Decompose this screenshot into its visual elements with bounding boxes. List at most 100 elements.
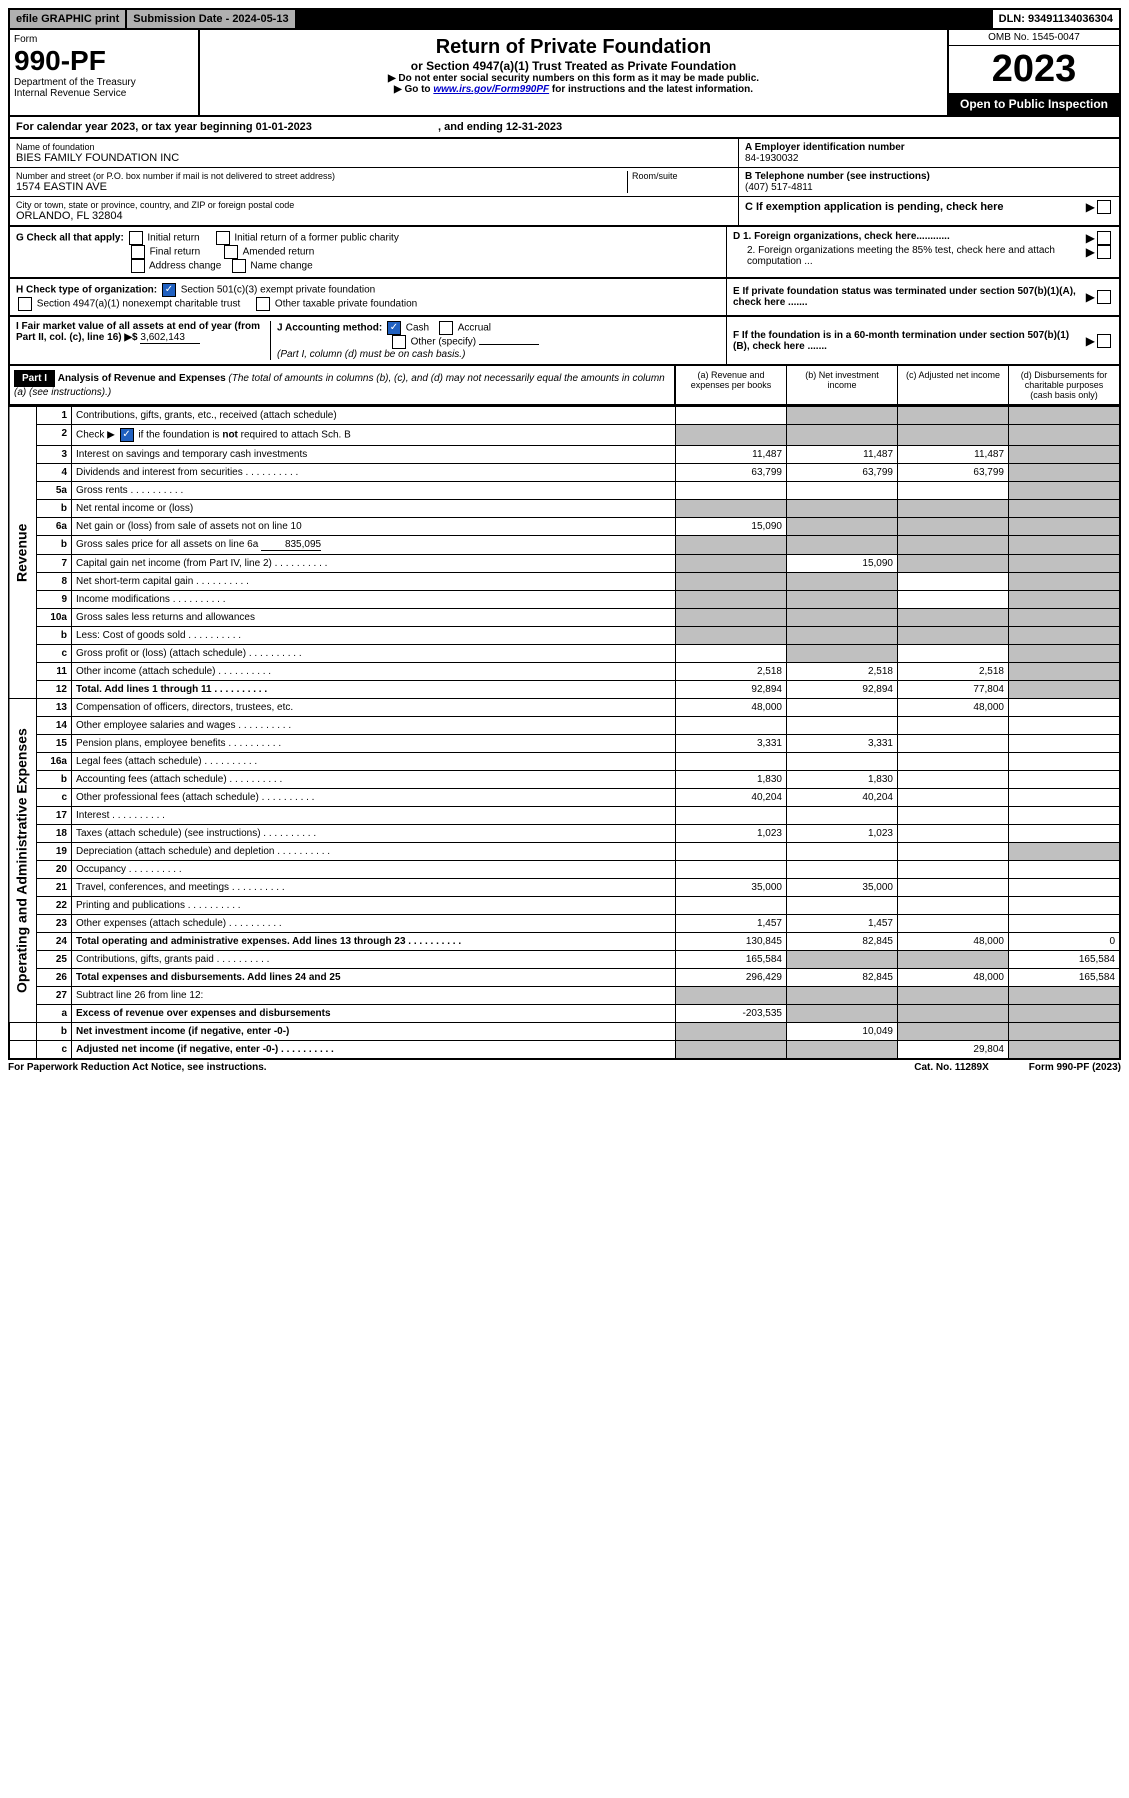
identity-block: Name of foundation BIES FAMILY FOUNDATIO…	[8, 139, 1121, 227]
row-desc: Gross sales less returns and allowances	[72, 609, 676, 627]
cell-c: 11,487	[898, 446, 1009, 464]
row-desc: Interest on savings and temporary cash i…	[72, 446, 676, 464]
cell-d: 0	[1009, 933, 1121, 951]
h-4947: Section 4947(a)(1) nonexempt charitable …	[37, 299, 240, 310]
address-change-checkbox[interactable]	[131, 259, 145, 273]
header-left: Form 990-PF Department of the Treasury I…	[10, 30, 200, 115]
row-num: 14	[37, 717, 72, 735]
j-label: J Accounting method:	[277, 323, 382, 334]
part1-header: Part I Analysis of Revenue and Expenses …	[8, 366, 1121, 406]
4947-checkbox[interactable]	[18, 297, 32, 311]
col-b-header: (b) Net investment income	[786, 366, 897, 404]
tax-year-row: For calendar year 2023, or tax year begi…	[8, 117, 1121, 139]
cash-checkbox[interactable]	[387, 321, 401, 335]
irs-label: Internal Revenue Service	[14, 88, 194, 99]
row-desc: Net rental income or (loss)	[72, 500, 676, 518]
row-desc: Depreciation (attach schedule) and deple…	[72, 843, 676, 861]
table-row: 11 Other income (attach schedule) 2,518 …	[9, 663, 1120, 681]
c-checkbox[interactable]	[1097, 200, 1111, 214]
footer-left: For Paperwork Reduction Act Notice, see …	[8, 1062, 267, 1073]
table-row: Operating and Administrative Expenses 13…	[9, 699, 1120, 717]
note2-a: ▶ Go to	[394, 84, 433, 95]
table-row: 12 Total. Add lines 1 through 11 92,894 …	[9, 681, 1120, 699]
amended-return-checkbox[interactable]	[224, 245, 238, 259]
row-num: 12	[37, 681, 72, 699]
e-right: E If private foundation status was termi…	[726, 279, 1119, 315]
row-desc: Printing and publications	[72, 897, 676, 915]
omb-number: OMB No. 1545-0047	[949, 30, 1119, 46]
identity-right: A Employer identification number 84-1930…	[738, 139, 1119, 225]
cell-a: 11,487	[676, 446, 787, 464]
table-row: 8 Net short-term capital gain	[9, 573, 1120, 591]
form990pf-link[interactable]: www.irs.gov/Form990PF	[433, 84, 549, 95]
initial-former-checkbox[interactable]	[216, 231, 230, 245]
f-label: F If the foundation is in a 60-month ter…	[733, 330, 1086, 352]
table-row: b Gross sales price for all assets on li…	[9, 536, 1120, 555]
cell-b: 63,799	[787, 464, 898, 482]
row-num: 20	[37, 861, 72, 879]
j-cash: Cash	[406, 323, 429, 334]
g-initial-former: Initial return of a former public charit…	[234, 233, 399, 244]
g-address: Address change	[149, 261, 221, 272]
row-desc: Occupancy	[72, 861, 676, 879]
row-desc: Total. Add lines 1 through 11	[72, 681, 676, 699]
form-header: Form 990-PF Department of the Treasury I…	[8, 30, 1121, 117]
schb-checkbox[interactable]	[120, 428, 134, 442]
h-row: H Check type of organization: Section 50…	[8, 279, 1121, 317]
row-num: b	[37, 1023, 72, 1041]
row-num: b	[37, 500, 72, 518]
row-desc: Interest	[72, 807, 676, 825]
c-cell: C If exemption application is pending, c…	[739, 197, 1119, 217]
row-num: a	[37, 1005, 72, 1023]
table-row: b Net investment income (if negative, en…	[9, 1023, 1120, 1041]
d1-checkbox[interactable]	[1097, 231, 1111, 245]
row-num: 10a	[37, 609, 72, 627]
g-label: G Check all that apply:	[16, 233, 124, 244]
g-initial: Initial return	[147, 233, 199, 244]
cell-b: 2,518	[787, 663, 898, 681]
row-num: b	[37, 771, 72, 789]
row-desc: Capital gain net income (from Part IV, l…	[72, 555, 676, 573]
row-desc: Net investment income (if negative, ente…	[72, 1023, 676, 1041]
table-row: 16a Legal fees (attach schedule)	[9, 753, 1120, 771]
foundation-name: BIES FAMILY FOUNDATION INC	[16, 152, 732, 164]
row-desc: Other expenses (attach schedule)	[72, 915, 676, 933]
row-num: c	[37, 645, 72, 663]
open-to-public: Open to Public Inspection	[949, 93, 1119, 115]
row-desc: Net gain or (loss) from sale of assets n…	[72, 518, 676, 536]
dept-label: Department of the Treasury	[14, 77, 194, 88]
other-taxable-checkbox[interactable]	[256, 297, 270, 311]
row-num: 2	[37, 425, 72, 446]
accrual-checkbox[interactable]	[439, 321, 453, 335]
cell-a: 35,000	[676, 879, 787, 897]
cell-c: 63,799	[898, 464, 1009, 482]
other-specify-checkbox[interactable]	[392, 335, 406, 349]
cell-d: 165,584	[1009, 951, 1121, 969]
row-desc: Other income (attach schedule)	[72, 663, 676, 681]
501c3-checkbox[interactable]	[162, 283, 176, 297]
street-label: Number and street (or P.O. box number if…	[16, 171, 627, 181]
ein-cell: A Employer identification number 84-1930…	[739, 139, 1119, 168]
d-right: D 1. Foreign organizations, check here..…	[726, 227, 1119, 277]
table-row: 17 Interest	[9, 807, 1120, 825]
cell-b: 10,049	[787, 1023, 898, 1041]
table-row: c Other professional fees (attach schedu…	[9, 789, 1120, 807]
g-row: G Check all that apply: Initial return I…	[8, 227, 1121, 279]
cell-a: 296,429	[676, 969, 787, 987]
table-row: Revenue 1 Contributions, gifts, grants, …	[9, 407, 1120, 425]
f-checkbox[interactable]	[1097, 334, 1111, 348]
form-title: Return of Private Foundation	[206, 36, 941, 59]
footer-catno: Cat. No. 11289X	[914, 1062, 988, 1073]
e-checkbox[interactable]	[1097, 290, 1111, 304]
cell-b: 1,457	[787, 915, 898, 933]
row-desc: Excess of revenue over expenses and disb…	[72, 1005, 676, 1023]
row-num: c	[37, 1041, 72, 1060]
name-change-checkbox[interactable]	[232, 259, 246, 273]
row-num: 7	[37, 555, 72, 573]
row-desc: Adjusted net income (if negative, enter …	[72, 1041, 676, 1060]
final-return-checkbox[interactable]	[131, 245, 145, 259]
cell-a: 1,830	[676, 771, 787, 789]
initial-return-checkbox[interactable]	[129, 231, 143, 245]
d2-checkbox[interactable]	[1097, 245, 1111, 259]
i-label: I Fair market value of all assets at end…	[16, 321, 260, 343]
